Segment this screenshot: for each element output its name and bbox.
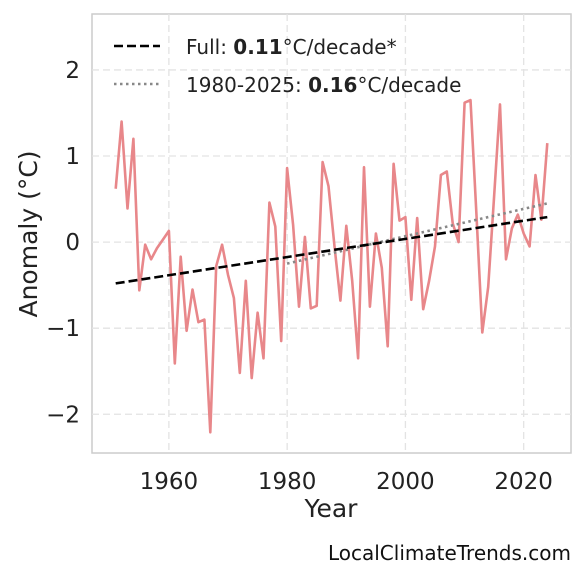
y-tick-label: −2 bbox=[46, 402, 80, 428]
y-tick-label: 0 bbox=[65, 230, 80, 256]
x-tick-labels: 1960 1980 2000 2020 bbox=[140, 469, 553, 495]
y-tick-labels: 2 1 0 −1 −2 bbox=[46, 58, 80, 428]
anomaly-series-line bbox=[114, 98, 549, 434]
y-tick-label: 1 bbox=[65, 144, 80, 170]
legend: Full: 0.11°C/decade* 1980-2025: 0.16°C/de… bbox=[114, 35, 461, 97]
x-tick-label: 2000 bbox=[376, 469, 435, 495]
x-tick-label: 1980 bbox=[258, 469, 317, 495]
series-group bbox=[114, 98, 549, 434]
y-tick-label: −1 bbox=[46, 316, 80, 342]
credit-text: LocalClimateTrends.com bbox=[328, 541, 571, 565]
grid bbox=[92, 14, 571, 453]
legend-label: 1980-2025: 0.16°C/decade bbox=[186, 73, 461, 97]
full-trend-line bbox=[115, 215, 548, 285]
legend-label: Full: 0.11°C/decade* bbox=[186, 35, 397, 59]
x-axis-title: Year bbox=[304, 494, 359, 523]
recent-trend-line bbox=[286, 202, 548, 265]
y-axis-title: Anomaly (°C) bbox=[14, 150, 43, 317]
x-tick-label: 2020 bbox=[494, 469, 553, 495]
y-tick-label: 2 bbox=[65, 58, 80, 84]
x-tick-label: 1960 bbox=[140, 469, 199, 495]
